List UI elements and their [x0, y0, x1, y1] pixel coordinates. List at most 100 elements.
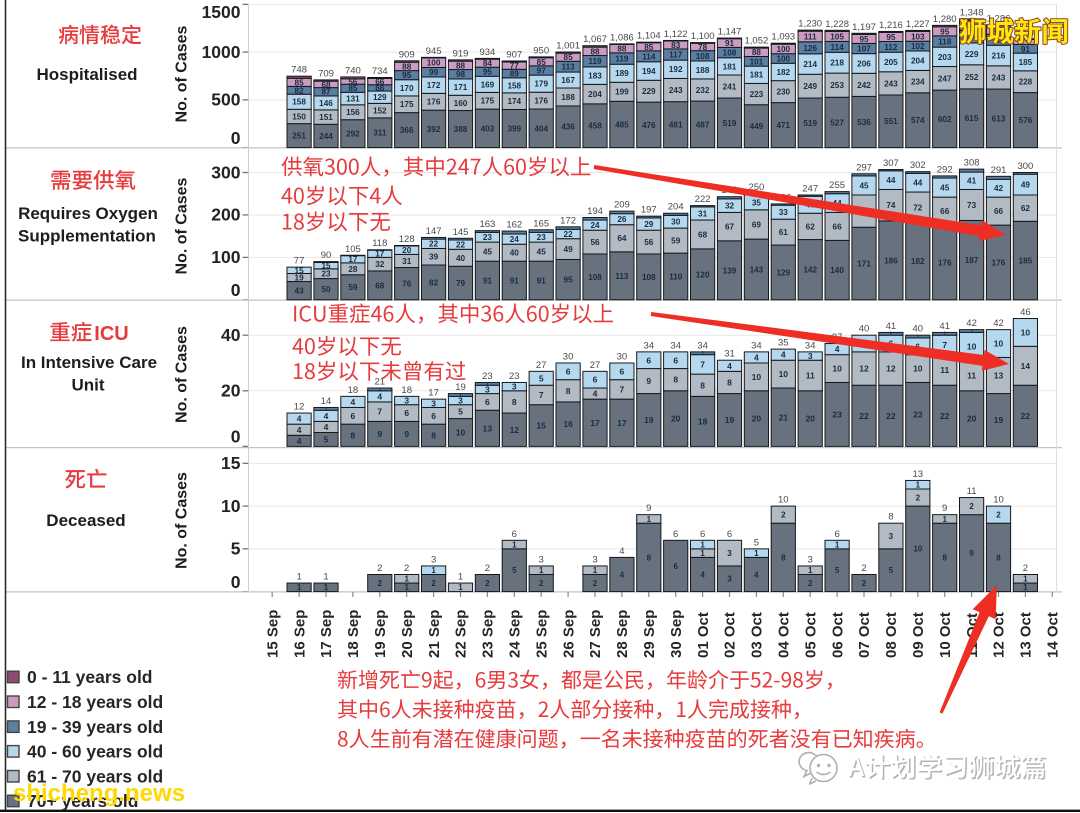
- svg-text:ICU: ICU: [94, 323, 128, 345]
- svg-text:139: 139: [723, 266, 737, 275]
- svg-text:85: 85: [537, 58, 547, 67]
- svg-text:120: 120: [696, 270, 710, 279]
- svg-text:3: 3: [458, 396, 463, 406]
- svg-text:250: 250: [748, 182, 764, 193]
- svg-text:30: 30: [563, 352, 574, 363]
- svg-text:23: 23: [509, 371, 520, 382]
- svg-text:66: 66: [375, 84, 385, 93]
- svg-text:7: 7: [620, 384, 625, 394]
- svg-text:1: 1: [970, 329, 973, 335]
- svg-text:2: 2: [781, 511, 786, 520]
- svg-text:59: 59: [348, 283, 358, 292]
- svg-text:171: 171: [857, 259, 871, 268]
- svg-text:30: 30: [617, 352, 628, 363]
- svg-text:34: 34: [805, 340, 816, 351]
- svg-text:66: 66: [994, 207, 1004, 216]
- svg-text:1,052: 1,052: [745, 36, 769, 47]
- svg-text:1: 1: [593, 566, 598, 575]
- svg-text:105: 105: [345, 244, 361, 255]
- svg-text:458: 458: [588, 122, 602, 131]
- svg-text:1,122: 1,122: [664, 29, 688, 40]
- svg-text:73: 73: [967, 201, 977, 210]
- svg-text:56: 56: [349, 77, 358, 86]
- svg-text:602: 602: [938, 115, 952, 124]
- svg-text:19 Sep: 19 Sep: [372, 610, 389, 658]
- svg-text:3: 3: [512, 382, 517, 392]
- svg-text:1: 1: [539, 566, 544, 575]
- svg-text:576: 576: [1019, 116, 1033, 125]
- svg-text:0: 0: [231, 427, 241, 447]
- svg-text:6: 6: [915, 341, 920, 351]
- svg-text:88: 88: [402, 62, 412, 71]
- svg-text:3: 3: [431, 398, 436, 408]
- svg-text:188: 188: [561, 93, 575, 102]
- svg-text:15: 15: [295, 266, 305, 275]
- svg-text:Deceased: Deceased: [46, 511, 125, 530]
- svg-text:Requires Oxygen: Requires Oxygen: [18, 204, 158, 223]
- svg-text:68: 68: [698, 230, 708, 239]
- svg-text:No. of Cases: No. of Cases: [174, 326, 191, 423]
- svg-text:shicheng.news: shicheng.news: [13, 780, 185, 807]
- svg-text:56: 56: [590, 238, 600, 247]
- svg-text:4: 4: [754, 570, 759, 579]
- svg-text:6: 6: [485, 397, 490, 407]
- svg-text:18 Sep: 18 Sep: [345, 610, 362, 658]
- svg-text:251: 251: [292, 132, 306, 141]
- svg-text:2: 2: [378, 579, 383, 588]
- svg-text:49: 49: [564, 245, 574, 254]
- svg-text:308: 308: [964, 158, 980, 169]
- svg-text:68: 68: [321, 80, 331, 89]
- svg-text:77: 77: [510, 62, 520, 71]
- svg-text:07 Oct: 07 Oct: [856, 612, 873, 658]
- svg-text:1: 1: [459, 393, 462, 399]
- svg-text:77: 77: [294, 256, 305, 267]
- svg-text:06 Oct: 06 Oct: [829, 612, 846, 658]
- svg-text:1,093: 1,093: [771, 32, 795, 43]
- svg-text:15 Sep: 15 Sep: [264, 610, 281, 658]
- svg-text:62: 62: [1021, 204, 1031, 213]
- svg-text:34: 34: [644, 340, 655, 351]
- svg-text:107: 107: [857, 44, 871, 53]
- svg-text:91: 91: [725, 39, 735, 48]
- svg-text:7: 7: [539, 390, 544, 400]
- svg-text:In Intensive Care: In Intensive Care: [21, 353, 157, 372]
- svg-text:12: 12: [294, 402, 305, 413]
- svg-text:24 Sep: 24 Sep: [507, 610, 524, 658]
- svg-text:165: 165: [533, 218, 549, 229]
- svg-text:176: 176: [427, 98, 441, 107]
- svg-text:40: 40: [221, 325, 241, 345]
- svg-text:209: 209: [614, 200, 630, 211]
- svg-text:2: 2: [485, 579, 490, 588]
- svg-text:3: 3: [727, 575, 732, 584]
- svg-text:64: 64: [617, 234, 627, 243]
- svg-text:10: 10: [1021, 327, 1031, 337]
- svg-text:5: 5: [512, 566, 517, 575]
- svg-text:15: 15: [321, 262, 331, 271]
- svg-text:223: 223: [750, 90, 764, 99]
- svg-text:100: 100: [427, 59, 441, 68]
- svg-text:91: 91: [1021, 45, 1031, 54]
- svg-text:61: 61: [779, 228, 789, 237]
- svg-text:29 Sep: 29 Sep: [641, 610, 658, 658]
- svg-text:8: 8: [673, 375, 678, 385]
- svg-text:1: 1: [296, 572, 301, 583]
- svg-text:172: 172: [560, 215, 576, 226]
- svg-text:19: 19: [994, 415, 1004, 425]
- svg-text:214: 214: [803, 60, 817, 69]
- svg-text:56: 56: [644, 238, 654, 247]
- svg-text:170: 170: [400, 84, 414, 93]
- svg-text:909: 909: [399, 49, 415, 60]
- svg-text:206: 206: [857, 59, 871, 68]
- svg-text:31: 31: [724, 349, 735, 360]
- svg-text:243: 243: [669, 86, 683, 95]
- svg-text:3: 3: [808, 554, 813, 565]
- svg-text:187: 187: [965, 256, 979, 265]
- svg-text:49: 49: [1021, 181, 1031, 190]
- svg-text:4: 4: [297, 425, 302, 435]
- svg-text:19: 19: [295, 273, 305, 282]
- svg-text:79: 79: [456, 279, 466, 288]
- svg-text:11: 11: [806, 371, 815, 381]
- svg-text:0: 0: [231, 572, 241, 592]
- svg-text:404: 404: [534, 124, 548, 133]
- svg-text:188: 188: [696, 66, 710, 75]
